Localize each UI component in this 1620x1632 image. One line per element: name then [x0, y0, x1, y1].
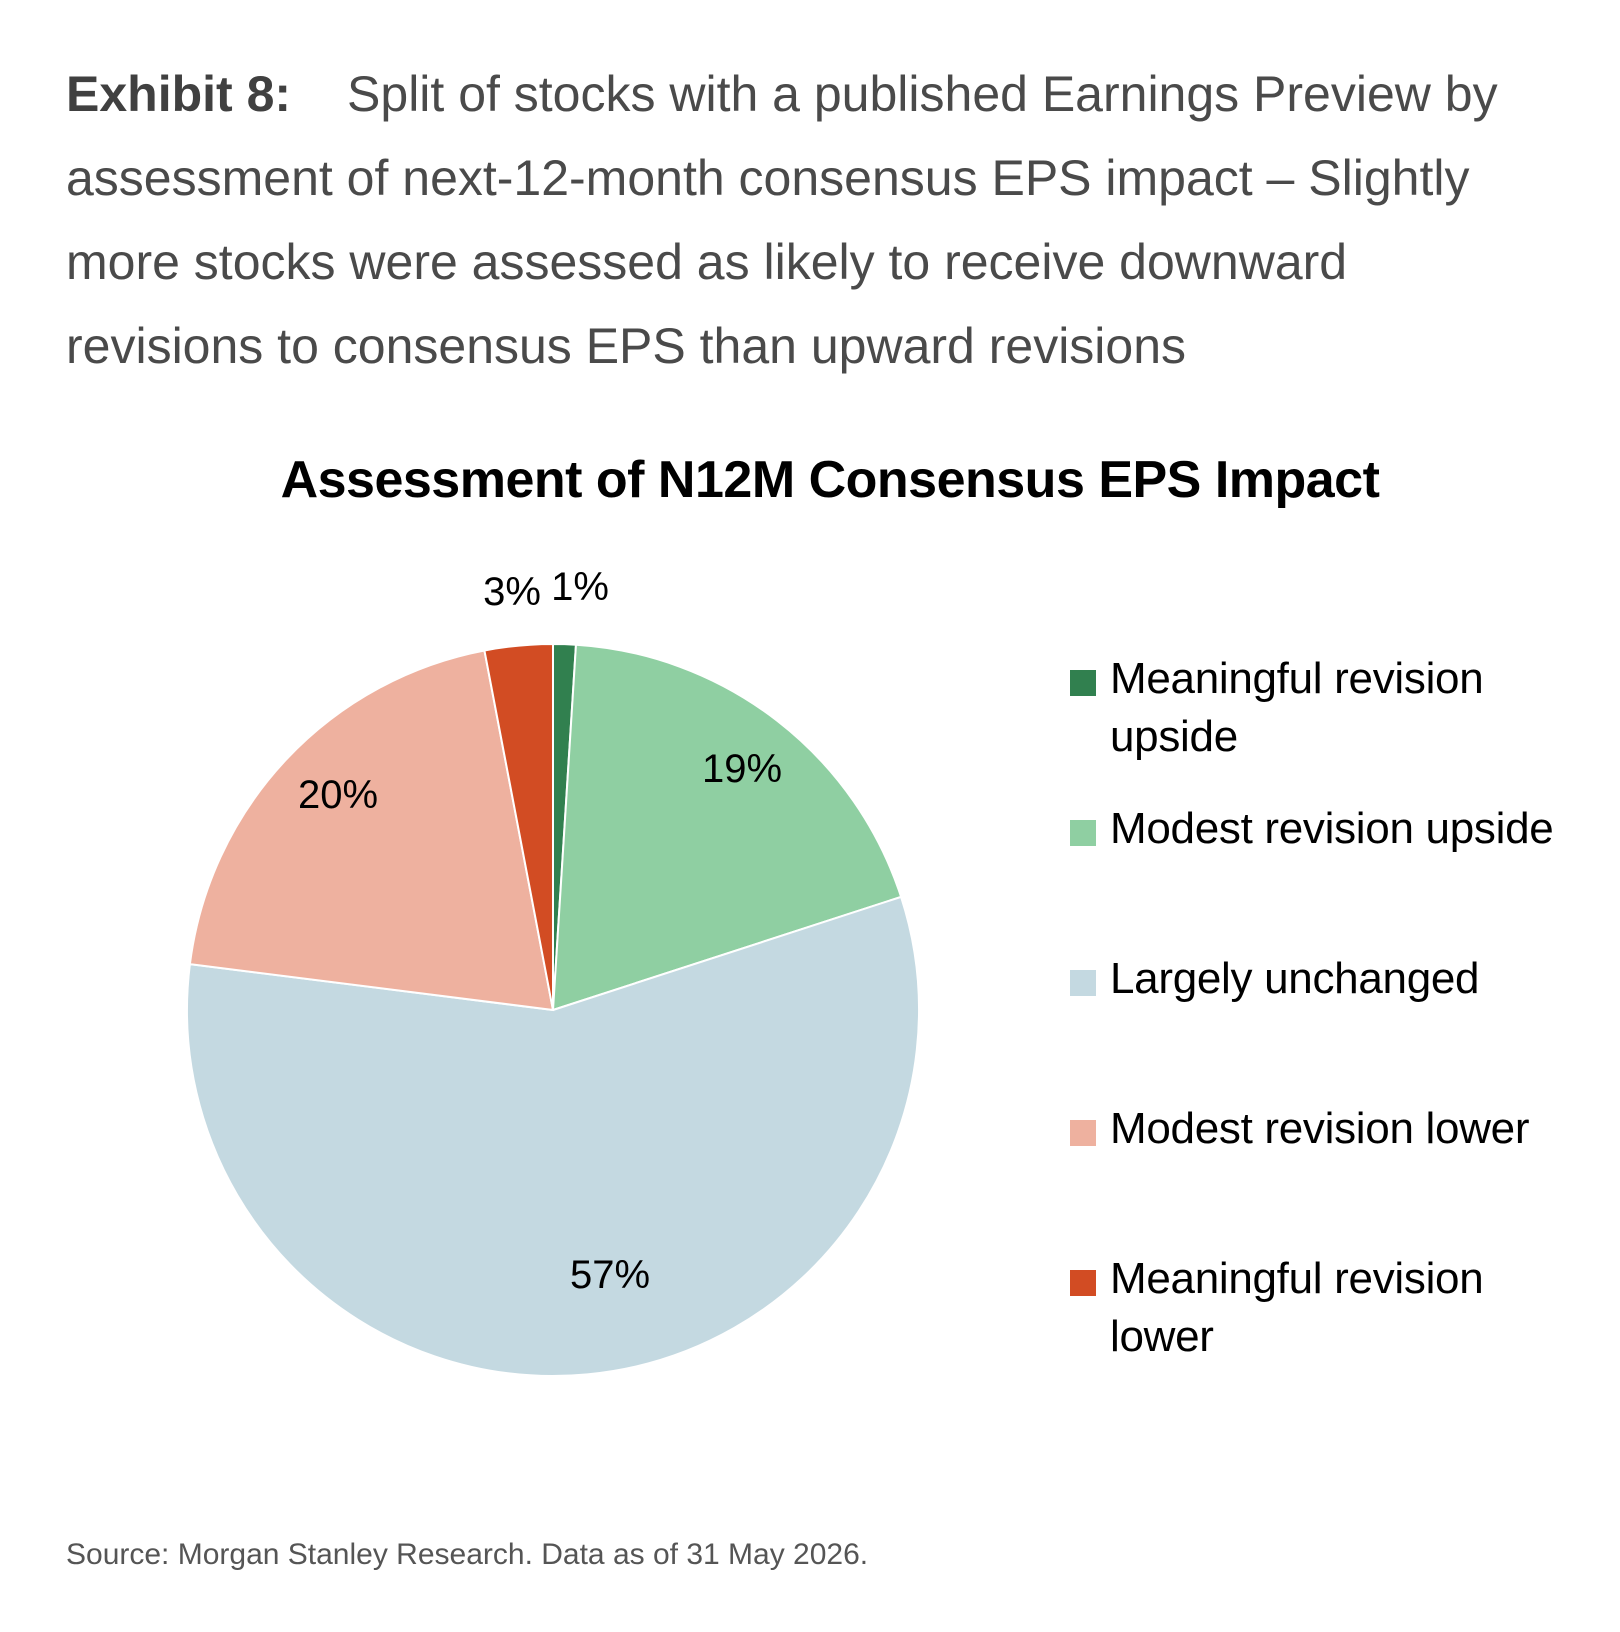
pie-slice-largely-unchanged [186, 895, 920, 1377]
slice-data-label: 1% [551, 565, 609, 609]
legend-label: Meaningful revision lower [1110, 1254, 1484, 1361]
legend-label: Meaningful revision upside [1110, 654, 1484, 761]
exhibit-header: Exhibit 8: Split of stocks with a publish… [66, 52, 1556, 388]
slice-data-label: 19% [702, 747, 782, 791]
slice-data-label: 3% [483, 570, 541, 614]
source-note: Source: Morgan Stanley Research. Data as… [66, 1538, 869, 1571]
legend-swatch [1070, 970, 1096, 996]
legend-label: Modest revision upside [1110, 804, 1554, 853]
pie-slice-modest-revision-lower [188, 649, 555, 1012]
exhibit-label: Exhibit 8: [66, 66, 292, 122]
chart-title: Assessment of N12M Consensus EPS Impact [280, 451, 1380, 509]
slice-data-label: 20% [298, 773, 378, 817]
pie-slice-modest-revision-upside [551, 643, 903, 1012]
legend-swatch [1070, 1270, 1096, 1296]
legend-swatch [1070, 820, 1096, 846]
pie-slice-meaningful-revision-lower [483, 642, 554, 1011]
legend-swatch [1070, 670, 1096, 696]
exhibit-caption: Split of stocks with a published Earning… [66, 66, 1498, 374]
legend-label: Largely unchanged [1110, 954, 1480, 1003]
legend-swatch [1070, 1120, 1096, 1146]
slice-data-label: 57% [570, 1253, 650, 1297]
legend-label: Modest revision lower [1110, 1104, 1530, 1153]
